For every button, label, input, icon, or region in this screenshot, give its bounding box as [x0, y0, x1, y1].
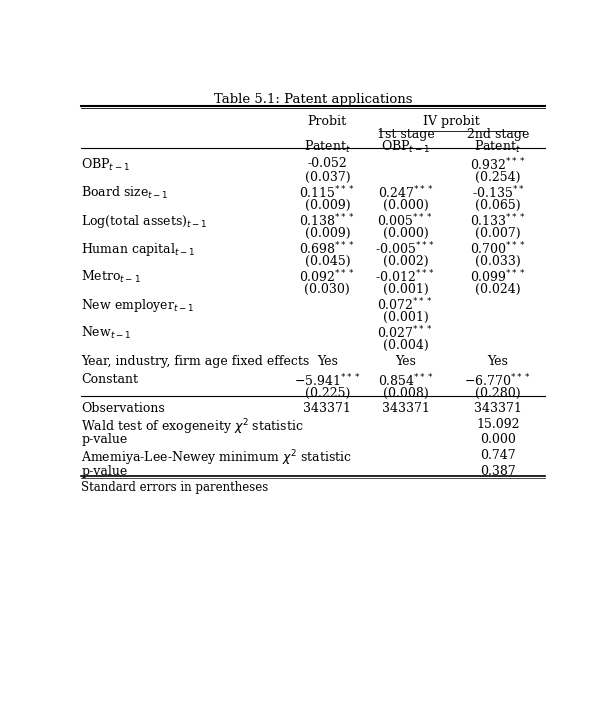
Text: -0.012$^{***}$: -0.012$^{***}$ — [375, 268, 436, 285]
Text: 0.854$^{***}$: 0.854$^{***}$ — [378, 373, 433, 390]
Text: 343371: 343371 — [304, 402, 351, 415]
Text: 0.387: 0.387 — [480, 465, 516, 478]
Text: Constant: Constant — [81, 373, 138, 386]
Text: $-$5.941$^{***}$: $-$5.941$^{***}$ — [294, 373, 360, 390]
Text: (0.004): (0.004) — [382, 340, 428, 352]
Text: 0.027$^{***}$: 0.027$^{***}$ — [378, 324, 433, 341]
Text: Yes: Yes — [395, 355, 416, 368]
Text: 0.700$^{***}$: 0.700$^{***}$ — [470, 241, 526, 257]
Text: 1st stage: 1st stage — [376, 127, 434, 140]
Text: Metro$_{t-1}$: Metro$_{t-1}$ — [81, 268, 141, 285]
Text: (0.030): (0.030) — [304, 284, 350, 296]
Text: (0.001): (0.001) — [382, 284, 428, 296]
Text: Year, industry, firm age fixed effects: Year, industry, firm age fixed effects — [81, 355, 309, 368]
Text: Wald test of exogeneity $\chi^2$ statistic: Wald test of exogeneity $\chi^2$ statist… — [81, 417, 304, 437]
Text: Standard errors in parentheses: Standard errors in parentheses — [81, 481, 268, 494]
Text: (0.009): (0.009) — [304, 199, 350, 212]
Text: (0.280): (0.280) — [475, 387, 521, 401]
Text: p-value: p-value — [81, 433, 127, 446]
Text: Table 5.1: Patent applications: Table 5.1: Patent applications — [214, 93, 412, 106]
Text: Human capital$_{t-1}$: Human capital$_{t-1}$ — [81, 241, 196, 257]
Text: 0.698$^{***}$: 0.698$^{***}$ — [299, 241, 356, 257]
Text: -0.052: -0.052 — [307, 156, 347, 169]
Text: 2nd stage: 2nd stage — [467, 127, 529, 140]
Text: (0.002): (0.002) — [382, 255, 428, 268]
Text: Patent$_t$: Patent$_t$ — [304, 139, 351, 155]
Text: -0.135$^{**}$: -0.135$^{**}$ — [472, 185, 524, 201]
Text: (0.037): (0.037) — [304, 172, 350, 184]
Text: 0.115$^{***}$: 0.115$^{***}$ — [299, 185, 356, 201]
Text: (0.009): (0.009) — [304, 228, 350, 240]
Text: (0.000): (0.000) — [382, 199, 428, 212]
Text: 343371: 343371 — [381, 402, 430, 415]
Text: Probit: Probit — [308, 116, 347, 128]
Text: 0.092$^{***}$: 0.092$^{***}$ — [299, 268, 355, 285]
Text: $-$6.770$^{***}$: $-$6.770$^{***}$ — [464, 373, 531, 390]
Text: IV probit: IV probit — [423, 116, 480, 128]
Text: 0.072$^{***}$: 0.072$^{***}$ — [378, 297, 433, 313]
Text: (0.065): (0.065) — [475, 199, 521, 212]
Text: Yes: Yes — [317, 355, 338, 368]
Text: 0.138$^{***}$: 0.138$^{***}$ — [299, 212, 355, 229]
Text: (0.254): (0.254) — [475, 172, 521, 184]
Text: 0.932$^{***}$: 0.932$^{***}$ — [470, 156, 526, 173]
Text: (0.033): (0.033) — [475, 255, 521, 268]
Text: 0.747: 0.747 — [480, 449, 516, 462]
Text: p-value: p-value — [81, 465, 127, 478]
Text: Yes: Yes — [488, 355, 508, 368]
Text: (0.008): (0.008) — [382, 387, 428, 401]
Text: -0.005$^{***}$: -0.005$^{***}$ — [375, 241, 436, 257]
Text: 0.000: 0.000 — [480, 433, 516, 446]
Text: 0.247$^{***}$: 0.247$^{***}$ — [378, 185, 433, 201]
Text: (0.000): (0.000) — [382, 228, 428, 240]
Text: 15.092: 15.092 — [476, 417, 519, 430]
Text: New employer$_{t-1}$: New employer$_{t-1}$ — [81, 297, 194, 313]
Text: 0.005$^{***}$: 0.005$^{***}$ — [378, 212, 433, 229]
Text: OBP$_{t-1}$: OBP$_{t-1}$ — [381, 139, 430, 155]
Text: OBP$_{t-1}$: OBP$_{t-1}$ — [81, 156, 130, 173]
Text: (0.024): (0.024) — [475, 284, 521, 296]
Text: Log(total assets)$_{t-1}$: Log(total assets)$_{t-1}$ — [81, 212, 208, 230]
Text: (0.001): (0.001) — [382, 311, 428, 324]
Text: (0.007): (0.007) — [475, 228, 521, 240]
Text: 0.133$^{***}$: 0.133$^{***}$ — [470, 212, 526, 229]
Text: Observations: Observations — [81, 402, 165, 415]
Text: (0.225): (0.225) — [305, 387, 350, 401]
Text: Board size$_{t-1}$: Board size$_{t-1}$ — [81, 185, 169, 201]
Text: (0.045): (0.045) — [304, 255, 350, 268]
Text: New$_{t-1}$: New$_{t-1}$ — [81, 324, 131, 341]
Text: 0.099$^{***}$: 0.099$^{***}$ — [470, 268, 526, 285]
Text: Amemiya-Lee-Newey minimum $\chi^2$ statistic: Amemiya-Lee-Newey minimum $\chi^2$ stati… — [81, 449, 352, 468]
Text: 343371: 343371 — [474, 402, 522, 415]
Text: Patent$_t$: Patent$_t$ — [474, 139, 521, 155]
